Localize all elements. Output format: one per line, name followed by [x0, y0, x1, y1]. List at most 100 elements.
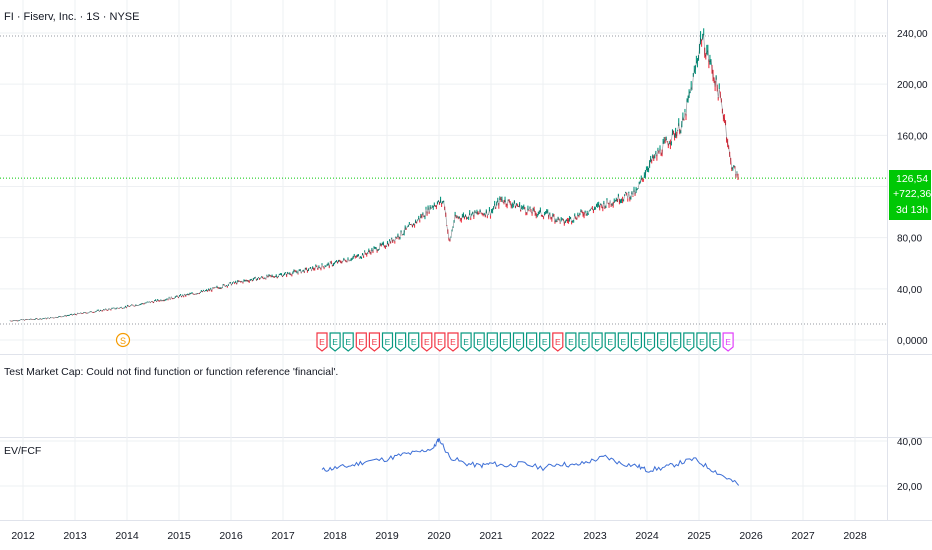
- earnings-marker-shape: [657, 332, 669, 352]
- price-series[interactable]: [9, 28, 739, 322]
- earnings-marker-shape: [381, 332, 394, 352]
- earnings-marker-shape: [447, 332, 459, 352]
- earnings-marker-shape: [539, 332, 551, 352]
- earnings-marker-letter: E: [424, 337, 430, 347]
- price-axis-tick: 160,00: [897, 131, 928, 142]
- earnings-marker-letter: E: [607, 337, 613, 347]
- time-axis-tick: 2013: [63, 530, 87, 542]
- earnings-marker-letter: E: [398, 337, 404, 347]
- earnings-marker-letter: E: [673, 337, 679, 347]
- earnings-marker-letter: E: [450, 337, 456, 347]
- earnings-marker[interactable]: E: [696, 332, 708, 352]
- earnings-marker[interactable]: E: [512, 332, 525, 352]
- earnings-marker-letter: E: [503, 337, 509, 347]
- earnings-marker[interactable]: E: [591, 332, 603, 352]
- earnings-marker[interactable]: E: [657, 332, 669, 352]
- earnings-marker-shape: [578, 332, 590, 352]
- time-axis-tick: 2024: [635, 530, 659, 542]
- earnings-marker[interactable]: E: [355, 332, 367, 352]
- indicator-label[interactable]: EV/FCF: [4, 445, 41, 457]
- price-axis[interactable]: 240,00 200,00 160,00 80,00 40,00 0,0000: [897, 29, 928, 347]
- earnings-marker-shape: [709, 332, 721, 352]
- earnings-marker[interactable]: E: [434, 332, 446, 352]
- earnings-marker-letter: E: [516, 337, 522, 347]
- earnings-marker-letter: E: [699, 337, 705, 347]
- earnings-marker-letter: E: [358, 337, 364, 347]
- time-axis-tick: 2028: [843, 530, 867, 542]
- indicator-axis-tick: 20,00: [897, 482, 922, 493]
- earnings-marker[interactable]: E: [316, 332, 328, 352]
- earnings-marker[interactable]: E: [368, 332, 380, 352]
- price-badge-countdown: 3d 13h: [896, 204, 928, 216]
- earnings-marker-shape: [552, 332, 564, 352]
- time-axis-tick: 2025: [687, 530, 711, 542]
- earnings-marker-letter: E: [725, 337, 731, 347]
- earnings-marker-letter: E: [555, 337, 561, 347]
- earnings-marker-letter: E: [319, 337, 325, 347]
- indicator-error-text: Test Market Cap: Could not find function…: [4, 366, 338, 378]
- earnings-marker[interactable]: E: [683, 332, 695, 352]
- earnings-marker-shape: [512, 332, 525, 352]
- earnings-marker-shape: [526, 332, 538, 352]
- earnings-marker[interactable]: E: [670, 332, 682, 352]
- earnings-marker-letter: E: [345, 337, 351, 347]
- time-axis-tick: 2015: [167, 530, 191, 542]
- earnings-marker[interactable]: E: [460, 332, 472, 352]
- chart-title[interactable]: FI · Fiserv, Inc. · 1S · NYSE: [4, 11, 139, 23]
- earnings-marker[interactable]: E: [329, 332, 341, 352]
- reference-lines: [0, 35, 887, 325]
- earnings-marker-shape: [604, 332, 616, 352]
- indicator-price-axis[interactable]: 40,00 20,00: [897, 437, 922, 493]
- earnings-marker[interactable]: E: [486, 332, 498, 352]
- earnings-marker-letter: E: [476, 337, 482, 347]
- time-axis-tick: 2016: [219, 530, 243, 542]
- split-marker[interactable]: S: [115, 332, 131, 348]
- earnings-marker-letter: E: [712, 337, 718, 347]
- earnings-marker[interactable]: E: [342, 332, 354, 352]
- earnings-marker[interactable]: E: [604, 332, 616, 352]
- time-axis-tick: 2022: [531, 530, 555, 542]
- earnings-marker[interactable]: E: [722, 332, 734, 352]
- earnings-marker[interactable]: E: [617, 332, 629, 352]
- earnings-marker[interactable]: E: [499, 332, 511, 352]
- earnings-marker[interactable]: E: [630, 332, 642, 352]
- ev-fcf-series[interactable]: [321, 437, 740, 486]
- earnings-marker-shape: [630, 332, 642, 352]
- earnings-marker[interactable]: E: [709, 332, 721, 352]
- earnings-marker-letter: E: [568, 337, 574, 347]
- earnings-marker[interactable]: E: [539, 332, 551, 352]
- time-axis-tick: 2012: [11, 530, 35, 542]
- earnings-marker[interactable]: E: [381, 332, 394, 352]
- price-axis-tick: 40,00: [897, 285, 922, 296]
- earnings-marker-shape: [643, 332, 656, 352]
- earnings-marker-shape: [670, 332, 682, 352]
- earnings-marker-shape: [368, 332, 380, 352]
- time-axis-tick: 2020: [427, 530, 451, 542]
- earnings-marker[interactable]: E: [473, 332, 485, 352]
- earnings-marker-shape: [329, 332, 341, 352]
- time-axis-tick: 2027: [791, 530, 815, 542]
- earnings-marker[interactable]: E: [447, 332, 459, 352]
- earnings-marker-letter: E: [660, 337, 666, 347]
- time-axis[interactable]: 2012 2013 2014 2015 2016 2017 2018 2019 2020 2021…: [11, 530, 867, 542]
- earnings-marker[interactable]: E: [526, 332, 538, 352]
- price-axis-tick: 240,00: [897, 29, 928, 40]
- grid-lines: [0, 0, 887, 520]
- price-badge[interactable]: 126,54 +722,36% 3d 13h: [889, 170, 932, 220]
- earnings-marker[interactable]: E: [552, 332, 564, 352]
- earnings-marker[interactable]: E: [421, 332, 433, 352]
- earnings-marker-shape: [486, 332, 498, 352]
- earnings-marker-shape: [617, 332, 629, 352]
- split-marker-letter: S: [120, 336, 126, 346]
- earnings-marker-shape: [683, 332, 695, 352]
- earnings-marker[interactable]: E: [395, 332, 407, 352]
- earnings-marker[interactable]: E: [565, 332, 577, 352]
- earnings-marker[interactable]: E: [643, 332, 656, 352]
- earnings-marker[interactable]: E: [578, 332, 590, 352]
- time-axis-tick: 2023: [583, 530, 607, 542]
- earnings-marker-letter: E: [372, 337, 378, 347]
- time-axis-tick: 2026: [739, 530, 763, 542]
- earnings-marker[interactable]: E: [408, 332, 420, 352]
